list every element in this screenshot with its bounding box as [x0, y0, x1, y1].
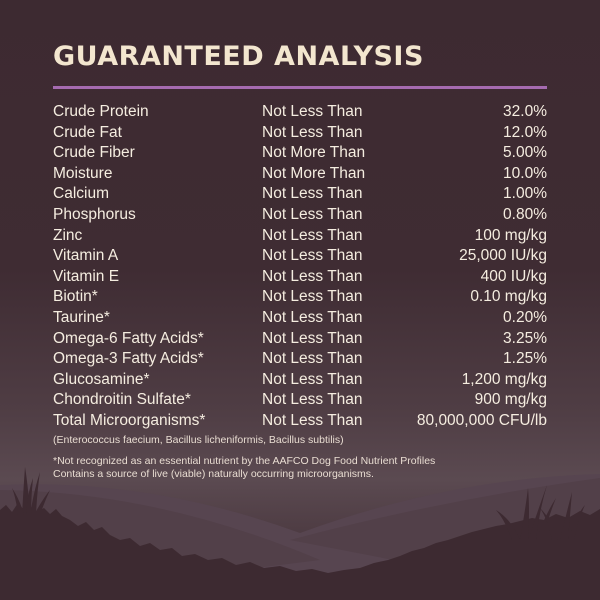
nutrient-value: 900 mg/kg	[474, 391, 547, 409]
nutrient-value: 3.25%	[503, 329, 547, 347]
nutrient-name: Taurine*	[53, 308, 110, 326]
nutrient-qualifier: Not Less Than	[262, 288, 363, 306]
live-microorganisms-note: Contains a source of live (viable) natur…	[53, 468, 374, 480]
table-row: Crude Fat Not Less Than 12.0%	[53, 123, 547, 144]
table-row: Total Microorganisms* Not Less Than 80,0…	[53, 411, 547, 432]
page-title: GUARANTEED ANALYSIS	[53, 41, 424, 72]
nutrient-qualifier: Not Less Than	[262, 370, 363, 388]
table-row: Crude Fiber Not More Than 5.00%	[53, 143, 547, 164]
nutrient-qualifier: Not Less Than	[262, 267, 363, 285]
table-row: Biotin* Not Less Than 0.10 mg/kg	[53, 287, 547, 308]
nutrient-name: Vitamin A	[53, 247, 119, 265]
nutrient-name: Omega-3 Fatty Acids*	[53, 350, 204, 368]
nutrient-name: Chondroitin Sulfate*	[53, 391, 191, 409]
nutrient-name: Total Microorganisms*	[53, 411, 206, 429]
nutrient-qualifier: Not Less Than	[262, 123, 363, 141]
nutrient-value: 0.80%	[503, 205, 547, 223]
table-row: Chondroitin Sulfate* Not Less Than 900 m…	[53, 390, 547, 411]
table-row: Calcium Not Less Than 1.00%	[53, 184, 547, 205]
nutrient-qualifier: Not Less Than	[262, 185, 363, 203]
aafco-footnote: *Not recognized as an essential nutrient…	[53, 455, 436, 467]
nutrient-value: 12.0%	[503, 123, 547, 141]
nutrient-name: Biotin*	[53, 288, 98, 306]
nutrient-name: Crude Fiber	[53, 144, 135, 162]
nutrient-value: 1.25%	[503, 350, 547, 368]
table-row: Taurine* Not Less Than 0.20%	[53, 308, 547, 329]
table-row: Glucosamine* Not Less Than 1,200 mg/kg	[53, 370, 547, 391]
table-row: Zinc Not Less Than 100 mg/kg	[53, 226, 547, 247]
nutrient-value: 0.10 mg/kg	[470, 288, 547, 306]
table-row: Vitamin E Not Less Than 400 IU/kg	[53, 267, 547, 288]
nutrient-qualifier: Not Less Than	[262, 308, 363, 326]
nutrient-qualifier: Not Less Than	[262, 103, 363, 120]
title-divider	[53, 86, 547, 89]
analysis-table: Crude Protein Not Less Than 32.0% Crude …	[53, 102, 547, 432]
nutrient-qualifier: Not Less Than	[262, 411, 363, 429]
nutrient-value: 400 IU/kg	[480, 267, 547, 285]
nutrient-value: 1.00%	[503, 185, 547, 203]
table-row: Omega-6 Fatty Acids* Not Less Than 3.25%	[53, 329, 547, 350]
nutrient-name: Crude Fat	[53, 123, 122, 141]
nutrient-value: 5.00%	[503, 144, 547, 162]
nutrient-name: Vitamin E	[53, 267, 120, 285]
nutrient-qualifier: Not Less Than	[262, 329, 363, 347]
table-row: Moisture Not More Than 10.0%	[53, 164, 547, 185]
nutrient-value: 10.0%	[503, 164, 547, 182]
nutrient-name: Glucosamine*	[53, 370, 150, 388]
nutrient-qualifier: Not Less Than	[262, 391, 363, 409]
table-row: Phosphorus Not Less Than 0.80%	[53, 205, 547, 226]
nutrient-value: 0.20%	[503, 308, 547, 326]
nutrient-qualifier: Not Less Than	[262, 205, 363, 223]
microorganism-strains-note: (Enterococcus faecium, Bacillus lichenif…	[53, 434, 344, 446]
nutrient-name: Zinc	[53, 226, 83, 244]
nutrient-qualifier: Not Less Than	[262, 350, 363, 368]
nutrient-name: Calcium	[53, 185, 109, 203]
table-row: Omega-3 Fatty Acids* Not Less Than 1.25%	[53, 349, 547, 370]
nutrient-name: Omega-6 Fatty Acids*	[53, 329, 204, 347]
nutrient-qualifier: Not More Than	[262, 164, 366, 182]
nutrient-name: Crude Protein	[53, 103, 149, 120]
nutrient-name: Phosphorus	[53, 205, 136, 223]
nutrient-value: 100 mg/kg	[474, 226, 547, 244]
nutrient-value: 80,000,000 CFU/lb	[416, 411, 547, 429]
nutrient-value: 1,200 mg/kg	[461, 370, 547, 388]
nutrient-qualifier: Not More Than	[262, 144, 366, 162]
nutrient-qualifier: Not Less Than	[262, 226, 363, 244]
nutrient-qualifier: Not Less Than	[262, 247, 363, 265]
nutrient-name: Moisture	[53, 164, 113, 182]
table-row: Vitamin A Not Less Than 25,000 IU/kg	[53, 246, 547, 267]
nutrient-value: 25,000 IU/kg	[459, 247, 547, 265]
nutrient-value: 32.0%	[503, 103, 547, 120]
table-row: Crude Protein Not Less Than 32.0%	[53, 102, 547, 123]
